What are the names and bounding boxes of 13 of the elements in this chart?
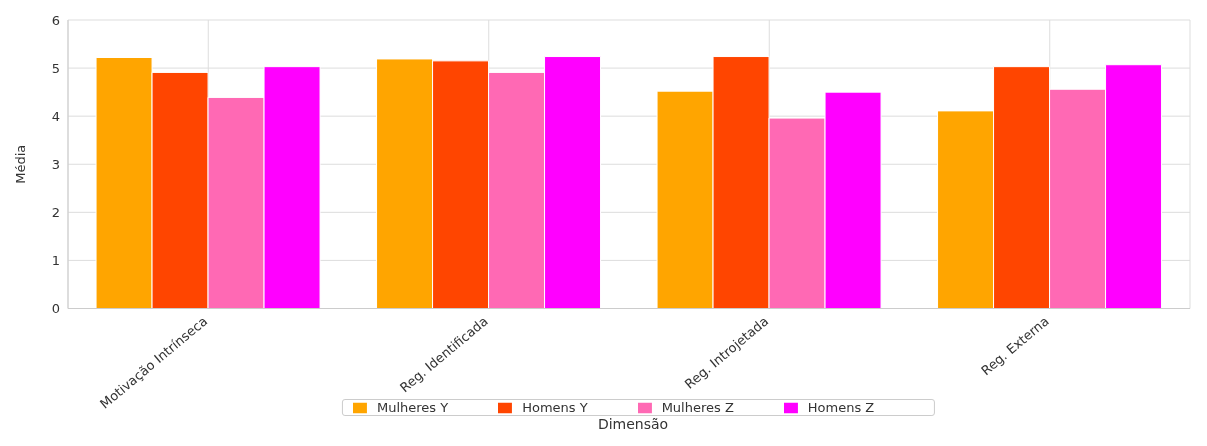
y-tick-label: 0 xyxy=(51,301,60,317)
y-tick-label: 4 xyxy=(51,108,60,124)
legend-label: Homens Y xyxy=(522,399,588,415)
y-axis-title: Média xyxy=(12,144,28,184)
y-tick-label: 6 xyxy=(51,12,60,28)
y-tick-label: 5 xyxy=(51,60,60,76)
x-axis-title: Dimensão xyxy=(596,416,670,432)
legend-label: Mulheres Y xyxy=(376,399,449,415)
y-tick-label: 3 xyxy=(51,156,60,172)
legend-label: Homens Z xyxy=(807,399,875,415)
legend-label: Mulheres Z xyxy=(661,399,734,415)
y-tick-label: 2 xyxy=(51,204,60,220)
y-tick-label: 1 xyxy=(51,253,60,269)
